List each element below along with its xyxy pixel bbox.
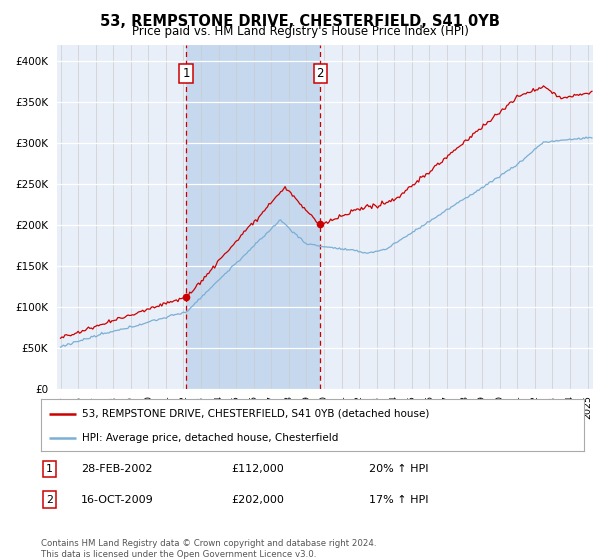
Text: 1: 1 xyxy=(182,67,190,80)
Text: £202,000: £202,000 xyxy=(231,494,284,505)
Text: 53, REMPSTONE DRIVE, CHESTERFIELD, S41 0YB (detached house): 53, REMPSTONE DRIVE, CHESTERFIELD, S41 0… xyxy=(82,409,429,419)
Text: HPI: Average price, detached house, Chesterfield: HPI: Average price, detached house, Ches… xyxy=(82,433,338,443)
Text: Price paid vs. HM Land Registry's House Price Index (HPI): Price paid vs. HM Land Registry's House … xyxy=(131,25,469,38)
Text: 1: 1 xyxy=(46,464,53,474)
Text: 28-FEB-2002: 28-FEB-2002 xyxy=(81,464,152,474)
Text: £112,000: £112,000 xyxy=(231,464,284,474)
Bar xyxy=(186,45,320,389)
Text: Contains HM Land Registry data © Crown copyright and database right 2024.
This d: Contains HM Land Registry data © Crown c… xyxy=(41,539,376,559)
Text: 53, REMPSTONE DRIVE, CHESTERFIELD, S41 0YB: 53, REMPSTONE DRIVE, CHESTERFIELD, S41 0… xyxy=(100,14,500,29)
Text: 16-OCT-2009: 16-OCT-2009 xyxy=(81,494,154,505)
Text: 17% ↑ HPI: 17% ↑ HPI xyxy=(369,494,428,505)
Text: 20% ↑ HPI: 20% ↑ HPI xyxy=(369,464,428,474)
Text: 2: 2 xyxy=(317,67,324,80)
Text: 2: 2 xyxy=(46,494,53,505)
